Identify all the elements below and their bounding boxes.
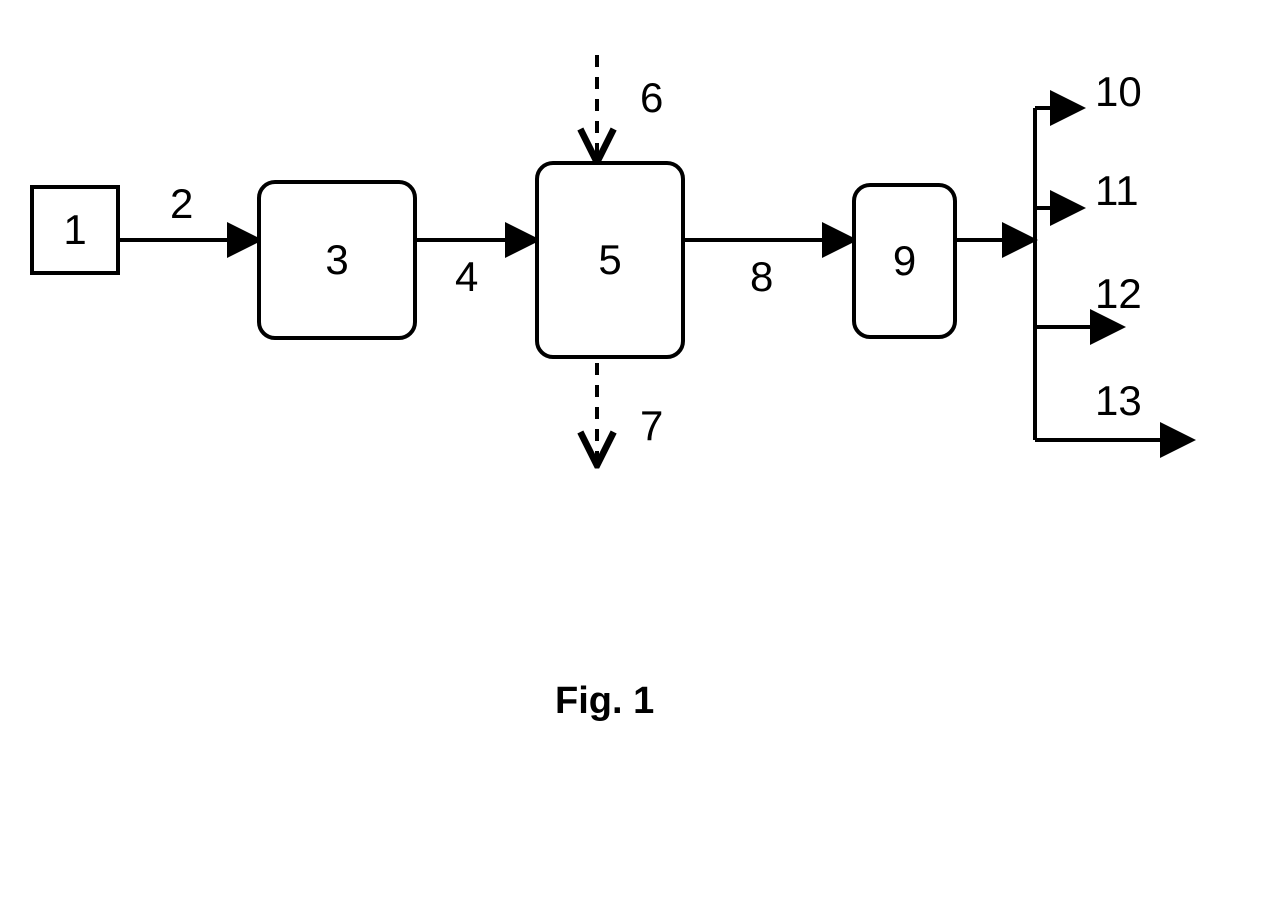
node-n3: 3 bbox=[257, 180, 417, 340]
edges-layer bbox=[0, 0, 1261, 903]
node-label: 1 bbox=[63, 206, 86, 254]
edge-label-l7: 7 bbox=[640, 402, 663, 450]
edge-label-l8: 8 bbox=[750, 253, 773, 301]
edge-label-l11: 11 bbox=[1095, 167, 1139, 215]
node-label: 9 bbox=[893, 237, 916, 285]
edge-label-l12: 12 bbox=[1095, 270, 1142, 318]
edge-label-l10: 10 bbox=[1095, 68, 1142, 116]
edge-label-l4: 4 bbox=[455, 253, 478, 301]
edge-label-l13: 13 bbox=[1095, 377, 1142, 425]
node-label: 3 bbox=[325, 236, 348, 284]
edge-label-l2: 2 bbox=[170, 180, 193, 228]
edge-label-l6: 6 bbox=[640, 74, 663, 122]
node-n1: 1 bbox=[30, 185, 120, 275]
node-n9: 9 bbox=[852, 183, 957, 339]
figure-caption: Fig. 1 bbox=[555, 680, 654, 723]
node-n5: 5 bbox=[535, 161, 685, 359]
diagram-canvas: 1359 2467810111213 Fig. 1 bbox=[0, 0, 1261, 903]
node-label: 5 bbox=[598, 236, 621, 284]
